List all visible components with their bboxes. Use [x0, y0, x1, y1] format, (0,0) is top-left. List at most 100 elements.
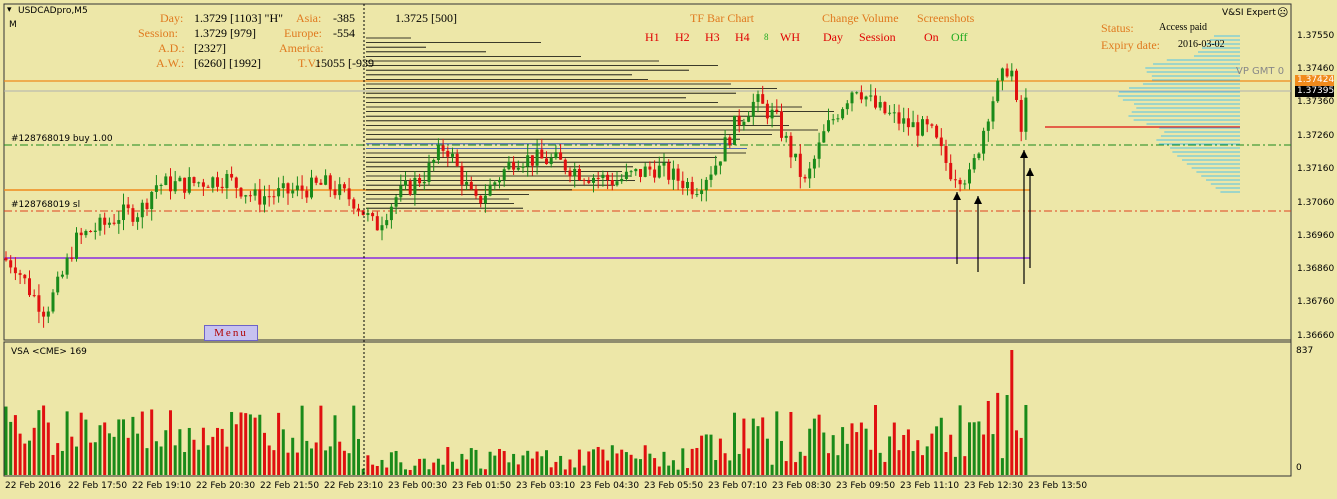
volume-bar: [239, 412, 243, 475]
time-tick: 22 Feb 20:30: [196, 481, 256, 491]
candle-body: [643, 166, 647, 177]
volume-bar: [930, 433, 934, 475]
tf-button-h3[interactable]: H3: [705, 30, 720, 44]
volume-bar: [827, 453, 830, 475]
volume-bar: [51, 454, 55, 475]
candle-body: [366, 213, 370, 216]
volume-bar: [150, 409, 154, 475]
volume-bar: [140, 411, 144, 475]
candle-body: [248, 195, 252, 197]
candle-body: [911, 122, 915, 128]
candle-body: [573, 168, 577, 177]
volume-bar: [432, 462, 436, 475]
volume-bar: [963, 456, 967, 475]
candle-body: [624, 171, 628, 179]
volume-bar: [295, 452, 299, 475]
volume-bar: [756, 426, 760, 475]
volume-bar: [263, 432, 266, 475]
candle-body: [70, 257, 74, 259]
volume-bar: [385, 467, 389, 475]
volume-bar: [305, 440, 309, 475]
screenshots-off-button[interactable]: Off: [951, 30, 968, 44]
candle-body: [51, 292, 55, 312]
volume-bar: [333, 415, 337, 475]
volume-bar: [347, 453, 351, 475]
tf-button-h2[interactable]: H2: [675, 30, 690, 44]
volume-bar: [1010, 350, 1014, 475]
candle-body: [977, 153, 981, 159]
menu-button[interactable]: Menu: [204, 325, 258, 341]
candle-body: [986, 121, 990, 131]
volume-bar: [225, 446, 229, 475]
candle-body: [615, 181, 619, 186]
candle-body: [634, 169, 638, 172]
status-label: Status:: [1101, 21, 1134, 35]
volume-bar: [1000, 458, 1004, 475]
tf-button-wh[interactable]: WH: [780, 30, 800, 44]
session-value: 1.3729 [979]: [194, 26, 256, 40]
candle-body: [747, 116, 751, 122]
candle-body: [413, 177, 417, 195]
time-tick: 23 Feb 07:10: [708, 481, 768, 491]
candle-body: [827, 120, 830, 132]
tf-bar-chart-title: TF Bar Chart: [690, 11, 754, 25]
volume-bar: [982, 434, 986, 475]
volume-bar: [469, 448, 473, 475]
volume-bar: [352, 405, 356, 475]
change-day-button[interactable]: Day: [823, 30, 843, 44]
candle-body: [474, 189, 478, 196]
volume-bar: [742, 418, 746, 475]
candle-body: [718, 161, 722, 166]
volume-bar: [530, 458, 534, 475]
price-tick: 1.36760: [1297, 297, 1335, 307]
candle-body: [183, 177, 187, 193]
tf-small-8[interactable]: 8: [764, 32, 769, 42]
volume-bar: [653, 458, 657, 475]
volume-bar: [1019, 437, 1023, 475]
candle-body: [244, 195, 248, 197]
volume-bar: [483, 469, 487, 475]
candle-body: [653, 169, 657, 178]
candle-body: [469, 181, 473, 190]
session-profile: [366, 37, 834, 209]
volume-bar: [366, 455, 370, 475]
expiry-value: 2016-03-02: [1178, 39, 1225, 50]
candle-body: [333, 189, 337, 196]
candle-body: [1010, 70, 1014, 77]
change-session-button[interactable]: Session: [859, 30, 896, 44]
arrow-head: [1026, 168, 1034, 176]
candle-body: [582, 179, 586, 181]
volume-bar: [817, 414, 821, 475]
candle-body: [958, 180, 962, 185]
volume-bar: [883, 461, 887, 475]
candle-body: [385, 220, 389, 226]
volume-bar: [169, 410, 172, 475]
candle-body: [587, 180, 591, 183]
screenshots-on-button[interactable]: On: [924, 30, 939, 44]
candle-body: [305, 190, 309, 198]
candle-body: [75, 232, 78, 259]
candle-body: [770, 109, 774, 119]
volume-bar: [408, 469, 412, 475]
volume-profile: [1117, 35, 1240, 193]
volume-bar: [89, 442, 93, 475]
candle-body: [46, 311, 50, 317]
volume-bar: [9, 421, 13, 475]
candle-body: [286, 183, 290, 194]
candle-body: [662, 162, 666, 166]
tf-button-h4[interactable]: H4: [735, 30, 750, 44]
candle-body: [803, 176, 807, 179]
volume-bar: [422, 458, 426, 475]
volume-bar: [502, 451, 506, 475]
candle-body: [427, 162, 431, 182]
tf-button-h1[interactable]: H1: [645, 30, 660, 44]
candle-body: [714, 165, 718, 175]
volume-bar: [319, 405, 323, 475]
volume-bar: [714, 460, 718, 475]
volume-bar: [46, 422, 50, 475]
candle-body: [1015, 70, 1018, 100]
candle-body: [441, 145, 445, 151]
volume-bar: [991, 434, 995, 475]
volume-bar: [798, 451, 802, 475]
